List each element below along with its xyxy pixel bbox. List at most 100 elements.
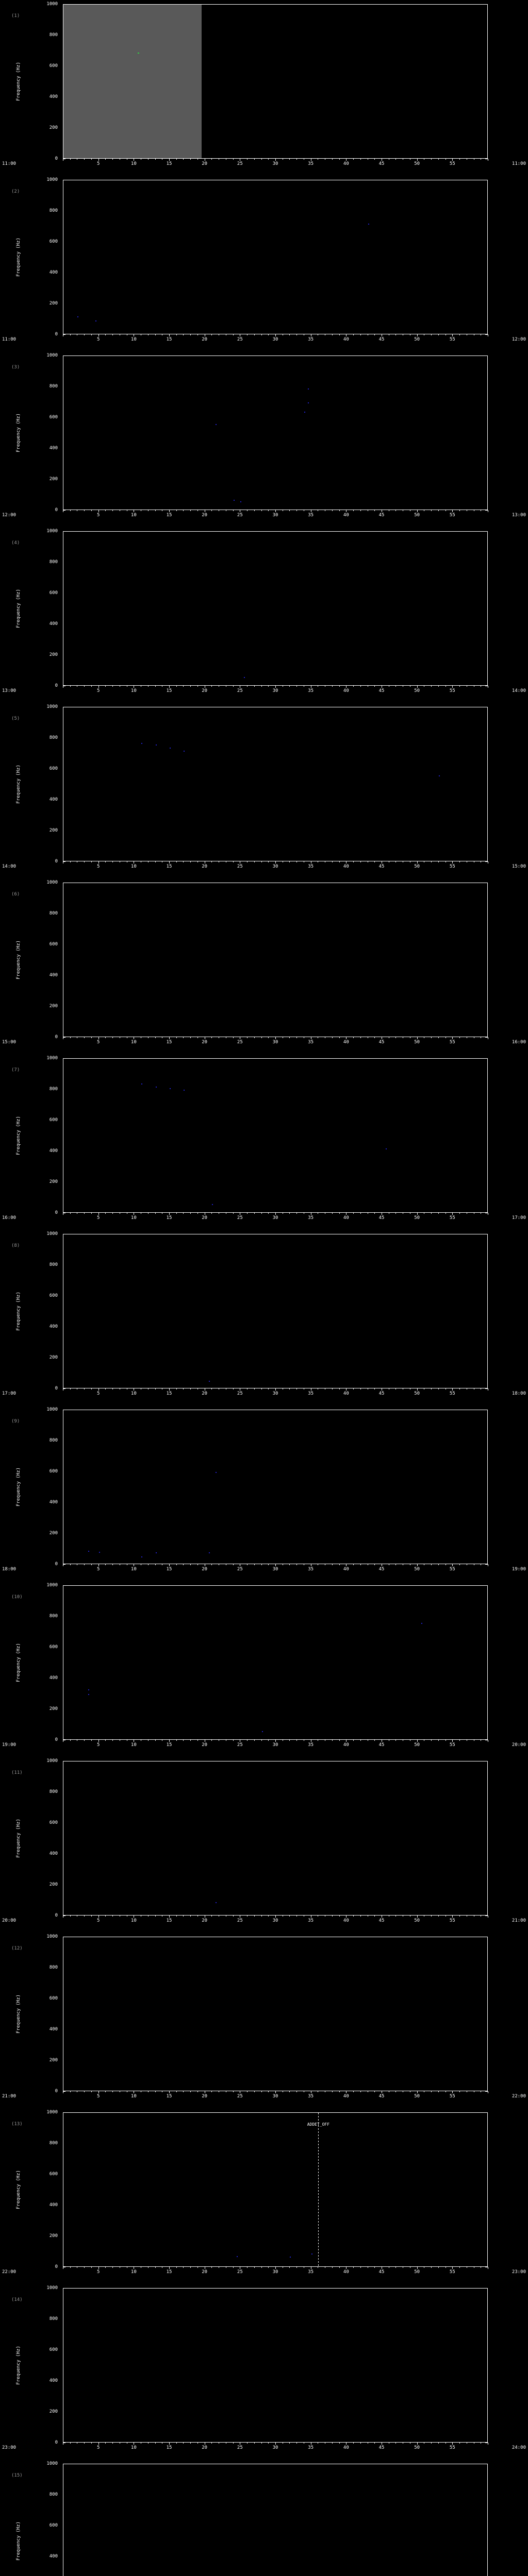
y-tick-label: 200 (49, 1531, 58, 1536)
x-tick-mark (183, 1564, 184, 1565)
x-tick-mark (360, 686, 361, 687)
y-tick-label: 0 (55, 1562, 58, 1567)
x-tick-mark (431, 159, 432, 160)
y-tick-label: 0 (55, 1913, 58, 1918)
x-tick-mark (353, 861, 354, 862)
detection-marker (237, 2256, 238, 2257)
x-tick-label: 40 (343, 1742, 349, 1748)
x-tick-mark (169, 2267, 170, 2269)
x-tick-mark (332, 1213, 333, 1214)
detection-marker (155, 1087, 157, 1088)
x-tick-mark (374, 1740, 375, 1741)
x-tick-mark (261, 334, 262, 335)
plot-area (63, 355, 488, 510)
y-tick-label: 600 (49, 1469, 58, 1474)
x-tick-label: 50 (414, 1391, 420, 1396)
x-axis: 5 10 15 20 25 30 35 40 45 50 55 11:00 11:00 (0, 159, 528, 169)
hour-label-start: 11:00 (2, 337, 16, 342)
x-tick-label: 30 (272, 337, 278, 342)
x-tick-mark (296, 1916, 298, 1917)
x-tick-mark (176, 2267, 177, 2268)
x-tick-mark (155, 2267, 156, 2268)
x-axis: 5 10 15 20 25 30 35 40 45 50 55 18:00 19:00 (0, 1564, 528, 1574)
y-tick-label: 600 (49, 2172, 58, 2177)
x-tick-mark (438, 1740, 439, 1741)
x-tick-mark (459, 1388, 460, 1389)
x-tick-mark (169, 861, 170, 863)
hour-label-start: 19:00 (2, 1742, 16, 1748)
x-tick-mark (211, 686, 212, 687)
x-tick-mark (360, 1388, 361, 1389)
x-tick-mark (98, 159, 99, 161)
plot-area (63, 1234, 488, 1388)
x-tick-mark (176, 2443, 177, 2444)
detection-marker (98, 1551, 100, 1553)
x-tick-mark (353, 159, 354, 160)
x-tick-mark (254, 2091, 255, 2092)
x-tick-mark (91, 861, 92, 862)
x-tick-mark (105, 1213, 106, 1214)
x-tick-mark (339, 1388, 340, 1389)
plot-area (63, 707, 488, 861)
x-tick-mark (353, 2443, 354, 2444)
detection-marker (184, 751, 185, 752)
x-tick-mark (459, 1916, 460, 1917)
x-tick-mark (176, 510, 177, 511)
x-tick-label: 20 (202, 864, 208, 869)
y-axis-title: Frequency (Hz) (15, 1467, 21, 1506)
x-tick-mark (296, 159, 298, 160)
y-tick-mark (485, 334, 488, 335)
x-tick-mark (233, 2267, 234, 2268)
y-tick-mark (485, 1037, 488, 1038)
x-tick-mark (374, 686, 375, 687)
x-tick-mark (211, 861, 212, 862)
y-axis: Frequency (Hz) 1000 800 600 400 200 0 (0, 704, 61, 864)
x-tick-mark (452, 510, 453, 512)
x-axis: 5 10 15 20 25 30 35 40 45 50 55 20:00 21:00 (0, 1916, 528, 1926)
x-tick-mark (190, 1213, 191, 1214)
x-tick-mark (289, 1213, 290, 1214)
x-axis: 5 10 15 20 25 30 35 40 45 50 55 14:00 15:00 (0, 861, 528, 872)
x-tick-label: 20 (202, 2269, 208, 2275)
x-tick-label: 30 (272, 2094, 278, 2099)
x-tick-label: 35 (308, 864, 314, 869)
detection-marker (216, 424, 217, 425)
y-tick-label: 800 (49, 1262, 58, 1267)
y-tick-mark (63, 1037, 65, 1038)
y-tick-label: 800 (49, 208, 58, 213)
y-tick-label: 1000 (46, 1231, 58, 1236)
x-tick-mark (105, 2091, 106, 2092)
y-tick-label: 800 (49, 2492, 58, 2497)
x-tick-mark (197, 510, 198, 511)
x-tick-mark (353, 1213, 354, 1214)
detection-marker (311, 2253, 312, 2255)
y-tick-label: 1000 (46, 177, 58, 182)
x-tick-mark (332, 2267, 333, 2268)
x-tick-mark (395, 686, 397, 687)
x-tick-label: 30 (272, 2445, 278, 2450)
x-tick-label: 40 (343, 688, 349, 693)
x-tick-label: 40 (343, 1215, 349, 1221)
x-tick-label: 35 (308, 1040, 314, 1045)
x-tick-mark (452, 861, 453, 863)
x-tick-mark (431, 334, 432, 335)
panel-index-label: (10) (11, 1595, 23, 1600)
y-tick-label: 400 (49, 621, 58, 626)
detection-marker (216, 1902, 217, 1903)
y-tick-label: 1000 (46, 353, 58, 358)
x-tick-label: 5 (96, 864, 100, 869)
x-tick-mark (296, 861, 298, 862)
x-tick-mark (353, 1564, 354, 1565)
detection-marker (141, 1083, 143, 1084)
x-tick-mark (360, 1037, 361, 1038)
x-tick-mark (332, 1740, 333, 1741)
y-tick-label: 400 (49, 2554, 58, 2559)
x-tick-mark (395, 2091, 397, 2092)
y-axis-title: Frequency (Hz) (15, 413, 21, 452)
x-tick-mark (84, 1037, 85, 1038)
x-tick-mark (438, 2267, 439, 2268)
x-tick-mark (112, 1388, 113, 1389)
x-tick-mark (176, 861, 177, 862)
y-tick-label: 400 (49, 797, 58, 802)
plot-area (63, 2288, 488, 2443)
